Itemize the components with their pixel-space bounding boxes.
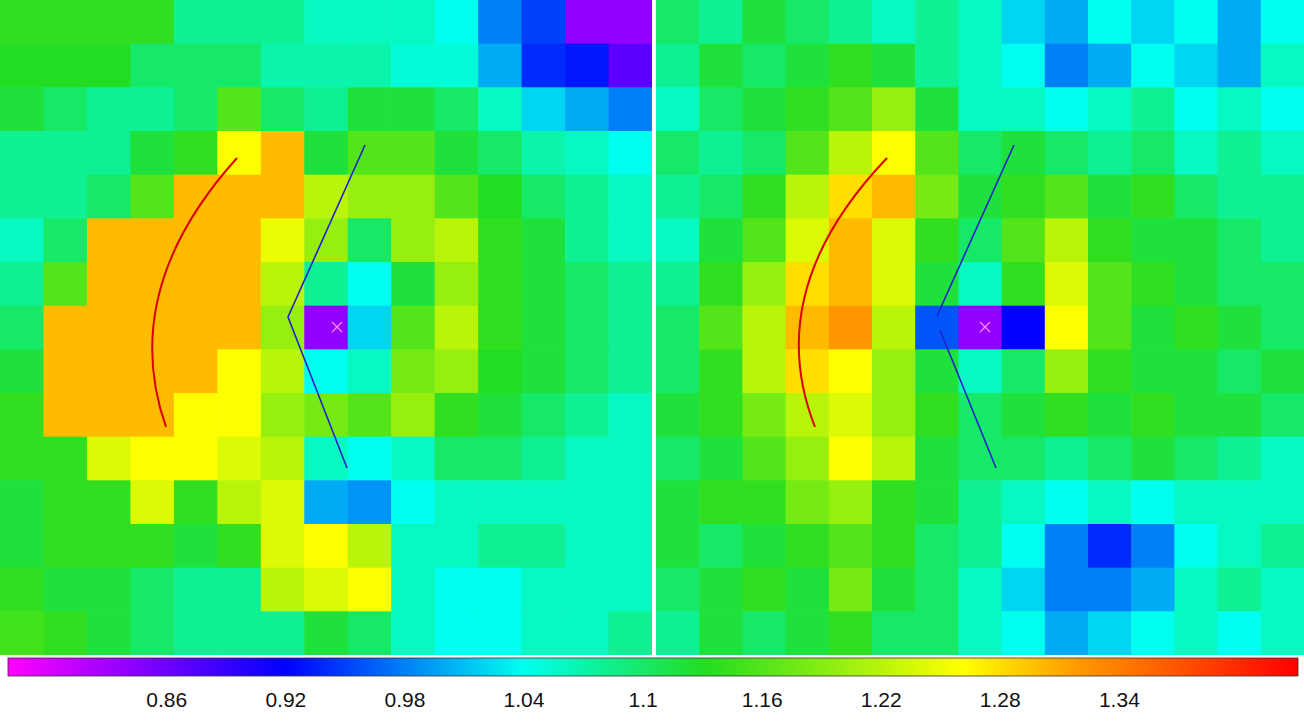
- svg-text:1.04: 1.04: [504, 688, 545, 711]
- svg-text:0.92: 0.92: [265, 688, 306, 711]
- svg-text:1.1: 1.1: [628, 688, 657, 711]
- svg-text:0.86: 0.86: [146, 688, 187, 711]
- svg-text:1.28: 1.28: [980, 688, 1021, 711]
- svg-text:0.98: 0.98: [384, 688, 425, 711]
- svg-text:1.16: 1.16: [742, 688, 783, 711]
- svg-text:1.22: 1.22: [861, 688, 902, 711]
- svg-text:1.34: 1.34: [1099, 688, 1140, 711]
